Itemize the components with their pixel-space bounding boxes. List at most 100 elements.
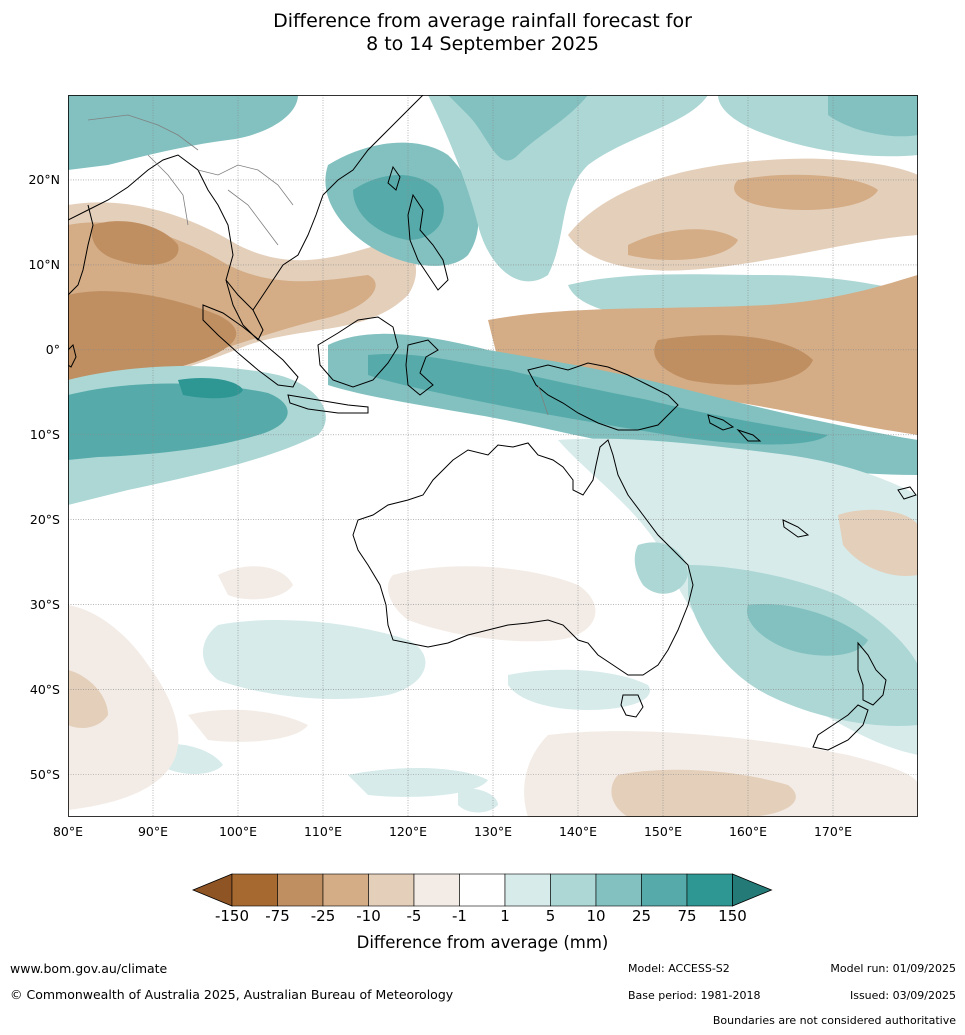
colorbar-segment — [550, 873, 597, 907]
website-link[interactable]: www.bom.gov.au/climate — [10, 961, 168, 976]
coastline-solomons — [707, 414, 762, 442]
anomaly-wet-top-center-core — [448, 95, 588, 161]
coastline-taiwan — [387, 165, 401, 191]
coastline-java — [287, 394, 369, 414]
anomaly-wet-top-right-core — [828, 95, 918, 137]
coastline-australia — [352, 439, 694, 676]
coastline-borneo — [317, 316, 399, 388]
anomaly-wet-south-far — [348, 768, 488, 797]
latitude-label: 0° — [45, 341, 60, 357]
colorbar-segment — [686, 873, 733, 907]
anomaly-wet-tasman-core — [747, 604, 868, 656]
colorbar — [191, 873, 774, 911]
model-text: Model: ACCESS-S2 — [628, 962, 730, 975]
coastline-new-caledonia — [782, 519, 810, 538]
anomaly-wet-core-indian — [68, 383, 288, 460]
anomaly-wet-coral-sea — [634, 542, 688, 594]
longitude-label: 80°E — [52, 824, 84, 839]
issued-text: Issued: 03/09/2025 — [849, 989, 956, 1002]
coastline-nz-south — [812, 704, 869, 751]
anomaly-dry-south-mid — [188, 709, 308, 742]
latitude-label: 20°S — [29, 511, 60, 527]
colorbar-tick: -5 — [406, 907, 422, 925]
colorbar-tick: -150 — [214, 907, 250, 925]
colorbar-segment — [322, 873, 369, 907]
latitude-label: 10°S — [29, 426, 60, 442]
title-line-2: 8 to 14 September 2025 — [366, 33, 599, 55]
anomaly-dry-pacific-north-core — [628, 229, 738, 260]
coastline-sri-lanka — [68, 344, 77, 368]
colorbar-tick: 5 — [545, 907, 556, 925]
latitude-label: 20°N — [28, 171, 60, 187]
coastline-sumatra — [202, 304, 299, 388]
coastline-fiji — [897, 486, 917, 500]
coastline-philippines — [407, 193, 449, 291]
anomaly-dry-pacific-north-core2 — [734, 174, 878, 210]
colorbar-under-triangle — [191, 873, 233, 907]
anomaly-dry-pacific-eq-core — [654, 335, 813, 385]
coastline-tasmania — [620, 694, 644, 718]
model-run-text: Model run: 01/09/2025 — [830, 962, 956, 975]
longitude-label: 140°E — [558, 824, 597, 839]
anomaly-wet-deep-indian — [178, 378, 243, 399]
anomaly-dry-indian-mid — [218, 566, 293, 600]
longitude-label: 110°E — [303, 824, 342, 839]
colorbar-graphic — [191, 873, 773, 907]
colorbar-over-triangle — [732, 873, 773, 907]
copyright-text: © Commonwealth of Australia 2025, Austra… — [10, 987, 454, 1002]
map-frame — [68, 95, 918, 817]
longitude-label: 170°E — [813, 824, 852, 839]
anomaly-dry-west-tl — [91, 221, 179, 265]
anomaly-wet-south-indian — [203, 620, 426, 700]
anomaly-dry-deep-west — [68, 291, 237, 385]
latitude-label: 50°S — [29, 766, 60, 782]
latitude-label: 10°N — [28, 256, 60, 272]
anomaly-dry-south-far-core — [611, 769, 796, 817]
colorbar-tick: -25 — [310, 907, 336, 925]
longitude-label: 130°E — [473, 824, 512, 839]
anomaly-dry-central-australia — [388, 566, 596, 642]
anomaly-dry-south-west — [68, 605, 179, 810]
colorbar-segment — [413, 873, 460, 907]
latitude-label: 30°S — [29, 596, 60, 612]
title-line-1: Difference from average rainfall forecas… — [273, 10, 692, 32]
longitude-label: 90°E — [137, 824, 169, 839]
colorbar-segment — [231, 873, 278, 907]
longitude-label: 150°E — [643, 824, 682, 839]
colorbar-tick: 150 — [718, 907, 747, 925]
colorbar-segment — [504, 873, 551, 907]
colorbar-segment — [641, 873, 688, 907]
anomaly-dry-east-right — [838, 509, 918, 576]
colorbar-segment — [368, 873, 415, 907]
coastline-nz-north — [857, 641, 887, 706]
anomaly-wet-maritime-core — [368, 353, 828, 445]
colorbar-tick: 10 — [586, 907, 606, 925]
colorbar-tick: -10 — [356, 907, 381, 925]
country-borders — [87, 114, 549, 416]
colorbar-tick: 25 — [631, 907, 652, 925]
colorbar-tick: -75 — [265, 907, 290, 925]
colorbar-segment — [277, 873, 324, 907]
colorbar-tick: 1 — [500, 907, 510, 925]
coastline-mainland-asia — [68, 95, 424, 311]
longitude-label: 100°E — [218, 824, 257, 839]
colorbar-segment — [595, 873, 642, 907]
coastline-new-guinea — [527, 362, 679, 431]
coastline-sulawesi — [405, 339, 439, 396]
longitude-label: 120°E — [388, 824, 427, 839]
latitude-label: 40°S — [29, 681, 60, 697]
map-canvas — [68, 95, 918, 817]
coastlines — [68, 95, 917, 751]
disclaimer-text: Boundaries are not considered authoritat… — [712, 1014, 956, 1027]
coastline-india — [68, 204, 94, 296]
anomaly-dry-south-west-core — [68, 670, 108, 728]
base-period-text: Base period: 1981-2018 — [628, 989, 761, 1002]
coastline-malay-peninsula — [225, 279, 264, 341]
colorbar-segment — [459, 873, 506, 907]
colorbar-tick: -1 — [452, 907, 467, 925]
colorbar-label: Difference from average (mm) — [356, 933, 609, 952]
rainfall-anomaly-map — [68, 95, 918, 817]
longitude-label: 160°E — [728, 824, 767, 839]
anomaly-wet-top-left — [68, 95, 298, 170]
chart-title: Difference from average rainfall forecas… — [0, 10, 965, 56]
